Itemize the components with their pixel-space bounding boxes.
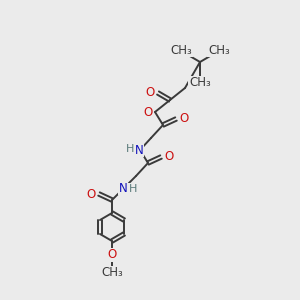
Text: O: O bbox=[164, 151, 173, 164]
Text: O: O bbox=[144, 106, 153, 118]
Text: N: N bbox=[118, 182, 127, 194]
Text: N: N bbox=[135, 143, 143, 157]
Text: O: O bbox=[146, 86, 155, 100]
Text: CH₃: CH₃ bbox=[189, 76, 211, 89]
Text: CH₃: CH₃ bbox=[101, 266, 123, 280]
Text: H: H bbox=[126, 144, 134, 154]
Text: H: H bbox=[129, 184, 137, 194]
Text: CH₃: CH₃ bbox=[208, 44, 230, 56]
Text: O: O bbox=[87, 188, 96, 200]
Text: CH₃: CH₃ bbox=[170, 44, 192, 56]
Text: O: O bbox=[107, 248, 117, 262]
Text: O: O bbox=[179, 112, 188, 125]
